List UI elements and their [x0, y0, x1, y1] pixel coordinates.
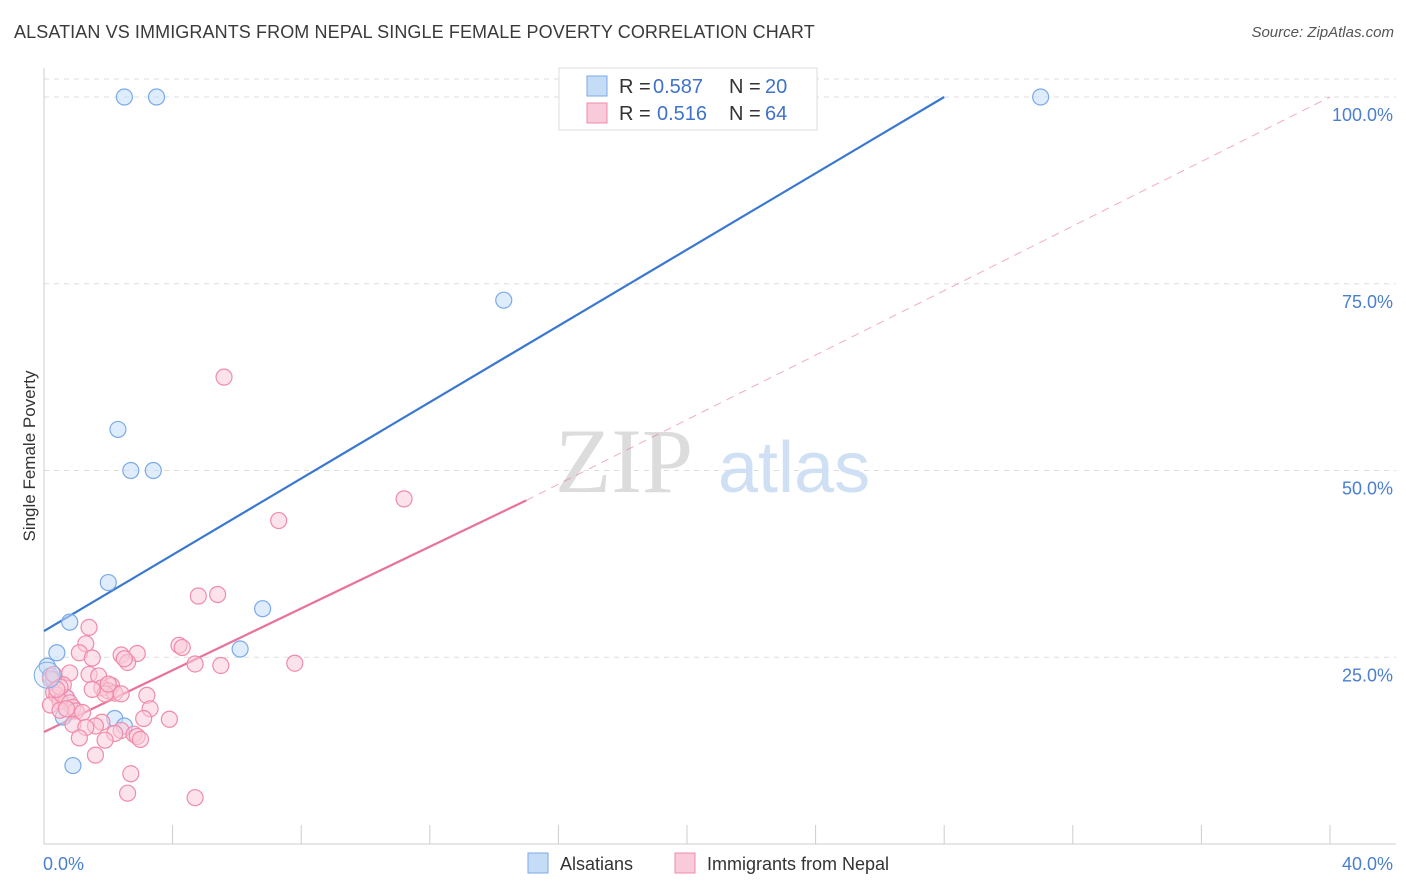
- legend-box: R = 0.587 N = 20 R = 0.516 N = 64: [558, 67, 818, 131]
- axes: [43, 68, 1396, 845]
- alsatians-point-19: [64, 756, 82, 775]
- nepal-point-55: [118, 784, 137, 802]
- nepal-point-4: [209, 585, 227, 604]
- legend-n-label-2: N =: [729, 103, 761, 125]
- bottom-legend-swatch-nepal: [674, 852, 696, 874]
- legend-r-label-2: R =: [619, 103, 651, 125]
- alsatians-point-1: [147, 88, 166, 106]
- nepal-point-62: [57, 700, 76, 718]
- y-tick-label-1: 50.0%: [1342, 479, 1393, 499]
- watermark-atlas: atlas: [718, 428, 870, 508]
- legend-n-label-1: N =: [729, 76, 761, 98]
- legend-swatch-alsatians: [586, 75, 608, 97]
- legend-r-value-2: 0.516: [657, 103, 707, 125]
- bottom-legend-swatch-alsatians: [527, 852, 549, 874]
- legend-n-value-1: 20: [765, 76, 787, 98]
- alsatians-point-8: [254, 600, 272, 618]
- nepal-point-14: [286, 654, 304, 672]
- alsatians-trend-line: [43, 96, 945, 633]
- x-tick-label-1: 40.0%: [1342, 854, 1393, 874]
- nepal-point-12: [83, 649, 101, 667]
- alsatians-point-10: [231, 640, 249, 658]
- nepal-point-41: [160, 710, 178, 728]
- nepal-point-29: [112, 685, 130, 703]
- y-tick-label-2: 75.0%: [1342, 292, 1393, 312]
- nepal-point-0: [215, 368, 233, 386]
- alsatians-point-3: [495, 291, 513, 309]
- nepal-point-15: [186, 655, 204, 673]
- alsatians-point-6: [144, 461, 162, 480]
- nepal-trend-extension: [526, 96, 1331, 501]
- bottom-legend-alsatians: Alsatians: [560, 854, 633, 874]
- bottom-legend-nepal: Immigrants from Nepal: [707, 854, 889, 874]
- nepal-point-53: [86, 746, 105, 764]
- alsatians-point-5: [122, 461, 140, 480]
- nepal-point-60: [99, 675, 117, 693]
- alsatians-point-9: [61, 613, 79, 631]
- nepal-point-3: [189, 587, 207, 605]
- legend-r-value-1: 0.587: [653, 76, 703, 98]
- legend-swatch-nepal: [586, 102, 608, 124]
- alsatians-point-0: [115, 88, 133, 106]
- alsatians-point-11: [48, 644, 66, 662]
- nepal-point-16: [212, 656, 230, 675]
- nepal-point-2: [270, 511, 288, 530]
- nepal-point-54: [122, 765, 140, 783]
- chart-title: ALSATIAN VS IMMIGRANTS FROM NEPAL SINGLE…: [14, 22, 815, 42]
- legend-r-label-1: R =: [619, 76, 651, 98]
- nepal-point-59: [48, 680, 66, 698]
- nepal-point-1: [395, 490, 413, 508]
- y-tick-label-0: 25.0%: [1342, 665, 1393, 685]
- nepal-point-50: [70, 729, 88, 747]
- alsatians-point-2: [1032, 88, 1050, 106]
- data-points: [33, 88, 1050, 807]
- source-label: Source: ZipAtlas.com: [1251, 24, 1394, 41]
- alsatians-point-4: [109, 420, 127, 439]
- alsatians-point-7: [99, 573, 117, 592]
- y-axis-title: Single Female Poverty: [20, 370, 39, 542]
- nepal-point-52: [96, 731, 114, 749]
- nepal-point-51: [131, 730, 150, 749]
- y-tick-label-3: 100.0%: [1332, 105, 1393, 125]
- nepal-point-8: [173, 638, 191, 657]
- x-tick-label-0: 0.0%: [43, 854, 84, 874]
- nepal-point-5: [80, 618, 98, 636]
- nepal-point-61: [115, 650, 133, 668]
- nepal-point-63: [83, 680, 101, 698]
- tick-labels: 25.0% 50.0% 75.0% 100.0% 0.0% 40.0%: [43, 105, 1393, 874]
- watermark-zip: ZIP: [555, 410, 693, 512]
- legend-n-value-2: 64: [765, 103, 787, 125]
- alsatians-cluster-point: [33, 661, 61, 689]
- nepal-point-56: [186, 789, 204, 807]
- bottom-legend: Alsatians Immigrants from Nepal: [527, 852, 889, 874]
- nepal-point-40: [135, 709, 153, 728]
